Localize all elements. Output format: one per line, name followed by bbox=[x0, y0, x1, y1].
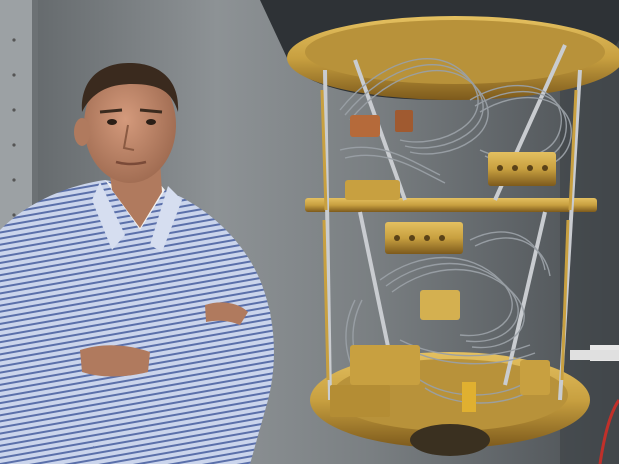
person bbox=[0, 62, 274, 464]
shirt bbox=[0, 180, 274, 464]
middle-plate bbox=[305, 198, 597, 212]
cryostat bbox=[260, 0, 619, 464]
components bbox=[330, 110, 556, 417]
red-cable bbox=[598, 399, 619, 464]
face bbox=[84, 67, 176, 183]
hair bbox=[81, 62, 179, 112]
